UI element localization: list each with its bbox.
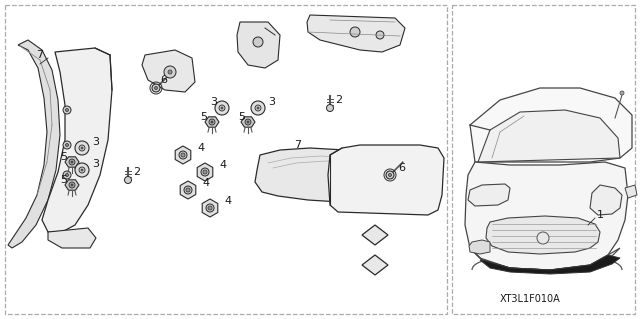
Circle shape [69, 159, 75, 165]
Text: 4: 4 [219, 160, 226, 170]
Circle shape [63, 106, 71, 114]
Text: 6: 6 [398, 163, 405, 173]
Polygon shape [205, 117, 219, 127]
Circle shape [245, 119, 251, 125]
Polygon shape [480, 255, 620, 274]
Circle shape [386, 171, 394, 179]
Circle shape [206, 204, 214, 212]
Text: 4: 4 [202, 178, 209, 188]
Circle shape [211, 121, 213, 123]
Polygon shape [590, 185, 622, 215]
Text: 7: 7 [294, 140, 301, 150]
Circle shape [326, 105, 333, 112]
Circle shape [79, 145, 85, 151]
Circle shape [71, 161, 73, 163]
Circle shape [65, 144, 68, 146]
Circle shape [179, 151, 187, 159]
Circle shape [376, 31, 384, 39]
Polygon shape [362, 255, 388, 275]
Circle shape [219, 105, 225, 111]
Circle shape [251, 101, 265, 115]
Circle shape [203, 170, 207, 174]
Circle shape [79, 167, 85, 173]
Circle shape [253, 37, 263, 47]
Text: 5: 5 [238, 112, 245, 122]
Polygon shape [197, 163, 212, 181]
Circle shape [537, 232, 549, 244]
Circle shape [186, 188, 190, 192]
Circle shape [215, 101, 229, 115]
Polygon shape [468, 184, 510, 206]
Text: 7: 7 [36, 50, 43, 60]
Circle shape [208, 206, 212, 210]
Circle shape [221, 107, 223, 109]
Polygon shape [175, 146, 191, 164]
Polygon shape [42, 48, 112, 232]
Polygon shape [142, 50, 195, 92]
Polygon shape [241, 117, 255, 127]
Bar [5, 5, 447, 314]
Circle shape [620, 91, 624, 95]
Polygon shape [8, 40, 60, 248]
Text: 4: 4 [197, 143, 204, 153]
Circle shape [184, 186, 192, 194]
Text: 1: 1 [597, 210, 604, 220]
Text: 4: 4 [224, 196, 231, 206]
Circle shape [257, 107, 259, 109]
Text: 3: 3 [92, 159, 99, 169]
Polygon shape [470, 88, 632, 162]
Circle shape [209, 119, 215, 125]
Polygon shape [470, 248, 620, 270]
Circle shape [350, 27, 360, 37]
Polygon shape [362, 225, 388, 245]
Polygon shape [486, 216, 600, 254]
Text: XT3L1F010A: XT3L1F010A [500, 294, 561, 304]
Circle shape [75, 163, 89, 177]
Text: 3: 3 [210, 97, 217, 107]
Circle shape [69, 182, 75, 188]
Polygon shape [48, 228, 96, 248]
Circle shape [65, 108, 68, 112]
Circle shape [63, 141, 71, 149]
Polygon shape [65, 157, 79, 167]
Circle shape [388, 174, 392, 176]
Circle shape [71, 184, 73, 186]
Polygon shape [478, 110, 620, 162]
Circle shape [201, 168, 209, 176]
Polygon shape [180, 181, 196, 199]
Circle shape [247, 121, 249, 123]
Polygon shape [328, 145, 444, 215]
Circle shape [154, 86, 157, 90]
Text: 2: 2 [335, 95, 342, 105]
Polygon shape [237, 22, 280, 68]
Polygon shape [202, 199, 218, 217]
Polygon shape [255, 148, 408, 202]
Circle shape [75, 141, 89, 155]
Text: 3: 3 [268, 97, 275, 107]
Text: 5: 5 [60, 175, 67, 185]
Polygon shape [625, 185, 637, 198]
Text: 6: 6 [160, 75, 167, 85]
Polygon shape [307, 15, 405, 52]
Circle shape [255, 105, 261, 111]
Circle shape [65, 174, 68, 176]
Text: 2: 2 [133, 167, 140, 177]
Text: 5: 5 [60, 152, 67, 162]
Polygon shape [465, 162, 628, 270]
Text: 5: 5 [200, 112, 207, 122]
Circle shape [63, 171, 71, 179]
Circle shape [164, 66, 176, 78]
Circle shape [81, 169, 83, 171]
Circle shape [125, 176, 131, 183]
Bar [452, 5, 635, 314]
Text: 3: 3 [92, 137, 99, 147]
Polygon shape [469, 240, 490, 254]
Circle shape [152, 84, 160, 92]
Circle shape [81, 147, 83, 149]
Polygon shape [65, 180, 79, 190]
Circle shape [168, 70, 172, 74]
Circle shape [181, 153, 185, 157]
